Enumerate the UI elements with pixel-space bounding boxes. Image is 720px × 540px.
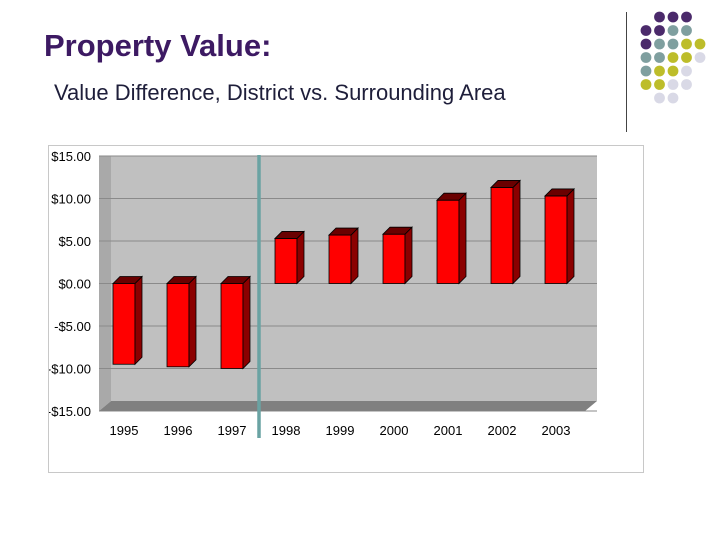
decorative-dot — [654, 25, 665, 36]
y-tick-label: $0.00 — [58, 277, 91, 292]
decorative-dot — [681, 25, 692, 36]
bar-2002 — [490, 179, 521, 285]
bar-chart: $15.00 $10.00 $5.00 $0.00 -$5.00 -$10.00 -$15.… — [47, 149, 597, 438]
decorative-divider-line — [626, 12, 627, 132]
bar-top — [274, 231, 305, 239]
bar-face — [436, 199, 460, 284]
bar-face — [274, 238, 298, 284]
bar-side — [566, 187, 575, 285]
bar-side — [458, 192, 467, 285]
bar-side — [188, 275, 197, 368]
bar-top — [436, 192, 467, 201]
bar-top — [220, 276, 251, 284]
bar-2003 — [544, 187, 575, 285]
slide-title: Property Value: — [44, 28, 272, 63]
decorative-dot — [667, 38, 679, 50]
decorative-dot — [681, 52, 692, 63]
decorative-dot — [640, 79, 652, 90]
y-tick-label: -$5.00 — [54, 319, 91, 334]
decorative-dot — [654, 38, 665, 50]
bar-top — [112, 276, 143, 284]
bar-1997 — [220, 275, 251, 370]
bar-1996 — [166, 275, 197, 368]
decorative-dot — [667, 11, 679, 23]
x-tick-label: 1996 — [164, 423, 193, 438]
decorative-dot — [640, 38, 652, 50]
decorative-dot — [681, 38, 692, 50]
decorative-dot — [667, 79, 679, 90]
bar-face — [544, 195, 568, 284]
decorative-dot — [654, 65, 665, 77]
y-tick-label: $10.00 — [51, 192, 91, 207]
plot-floor — [99, 401, 597, 411]
bar-side — [296, 230, 305, 285]
chart-frame: $15.00 $10.00 $5.00 $0.00 -$5.00 -$10.00 -$15.… — [47, 145, 644, 473]
y-tick-label: $15.00 — [51, 149, 91, 164]
x-tick-label: 2002 — [488, 423, 517, 438]
y-tick-label: $5.00 — [58, 234, 91, 249]
decorative-dot — [694, 38, 706, 50]
bar-side — [350, 227, 359, 285]
decorative-dot — [694, 52, 706, 63]
decorative-dot — [640, 52, 652, 63]
bar-top — [382, 226, 413, 235]
bar-top — [544, 188, 575, 197]
bar-side — [512, 179, 521, 285]
bar-face — [220, 283, 244, 369]
x-tick-label: 2001 — [434, 423, 463, 438]
y-tick-label: -$15.00 — [49, 404, 91, 419]
bar-1995 — [112, 275, 143, 366]
decorative-dot — [681, 65, 692, 77]
bar-face — [166, 283, 190, 368]
bar-side — [134, 275, 143, 366]
x-tick-label: 1999 — [326, 423, 355, 438]
bar-2001 — [436, 192, 467, 285]
x-tick-label: 1997 — [218, 423, 247, 438]
x-tick-label: 2000 — [380, 423, 409, 438]
bar-face — [112, 283, 136, 365]
decorative-dot — [681, 79, 692, 90]
decorative-dot — [667, 52, 679, 63]
bar-top — [328, 227, 359, 236]
x-tick-label: 1998 — [272, 423, 301, 438]
bar-top — [166, 276, 197, 284]
decorative-dot — [640, 65, 652, 77]
decorative-dot — [654, 79, 665, 90]
decorative-dot — [667, 25, 679, 36]
decorative-dot — [667, 92, 679, 104]
decorative-dot — [654, 52, 665, 63]
bar-face — [328, 234, 352, 284]
decorative-dot — [654, 92, 665, 104]
bar-side — [404, 226, 413, 285]
decorative-dot — [640, 25, 652, 36]
decorative-dot — [681, 11, 692, 23]
bar-1998 — [274, 230, 305, 285]
decorative-dot — [654, 11, 665, 23]
y-tick-label: -$10.00 — [49, 362, 91, 377]
bar-1999 — [328, 227, 359, 285]
slide-subtitle: Value Difference, District vs. Surroundi… — [54, 80, 506, 105]
bar-face — [382, 233, 406, 284]
bar-side — [242, 275, 251, 370]
decorative-dot — [667, 65, 679, 77]
bar-face — [490, 187, 514, 284]
x-tick-label: 2003 — [542, 423, 571, 438]
x-tick-label: 1995 — [110, 423, 139, 438]
decorative-dot-grid — [640, 11, 706, 104]
bar-top — [490, 180, 521, 188]
bar-2000 — [382, 226, 413, 285]
